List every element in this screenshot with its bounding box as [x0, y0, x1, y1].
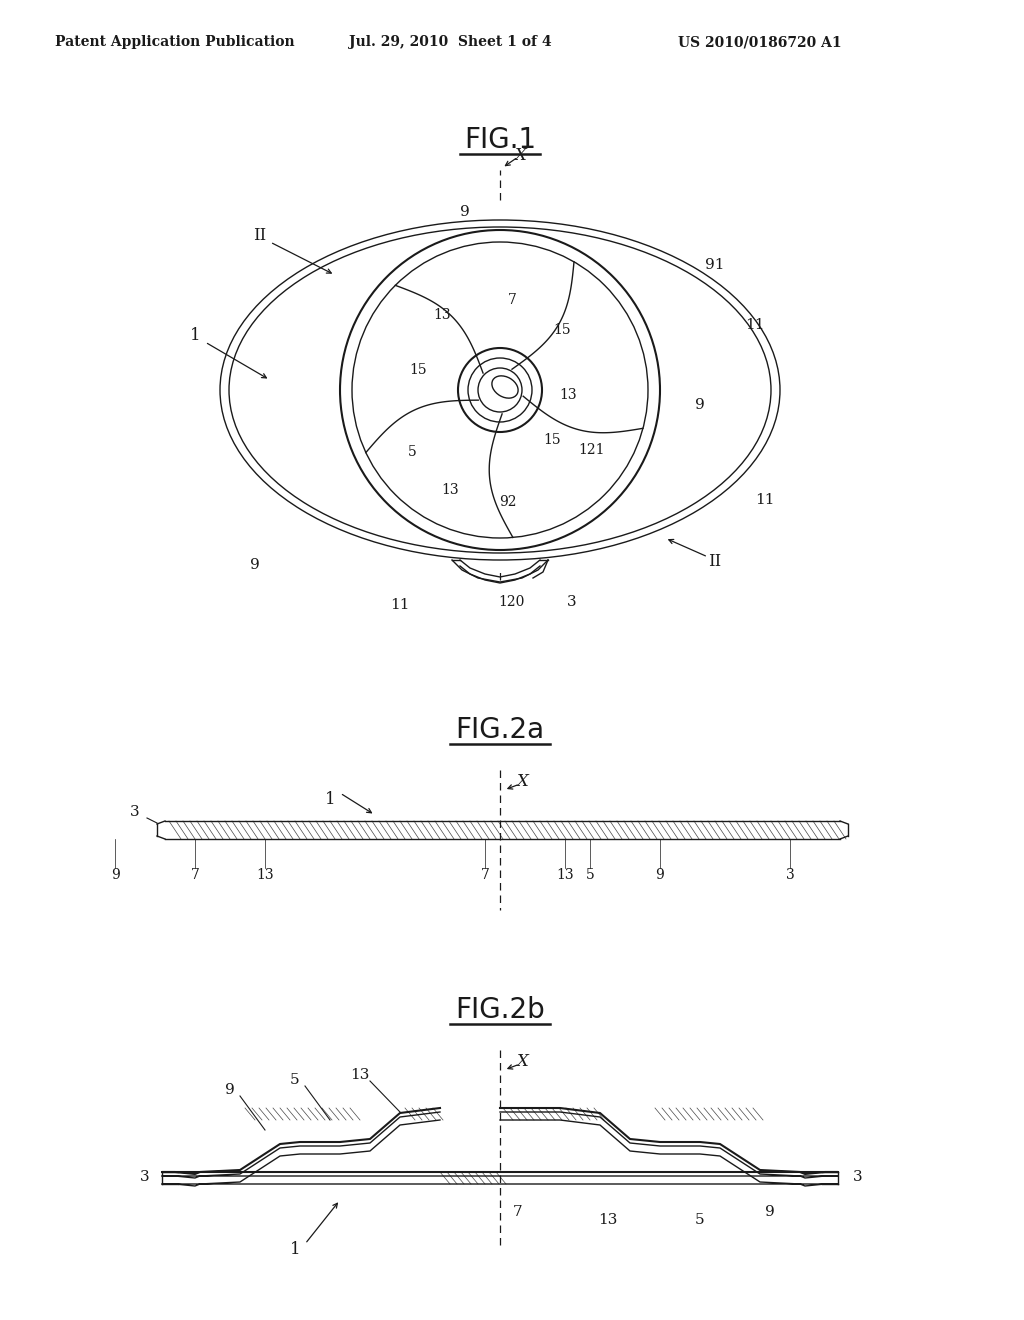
Text: 13: 13 — [559, 388, 577, 403]
Text: 9: 9 — [250, 558, 260, 572]
Text: 1: 1 — [325, 792, 335, 808]
Text: 91: 91 — [706, 257, 725, 272]
Text: 3: 3 — [853, 1170, 863, 1184]
Text: 13: 13 — [441, 483, 459, 498]
Text: 7: 7 — [508, 293, 516, 308]
Text: Patent Application Publication: Patent Application Publication — [55, 36, 295, 49]
Text: 9: 9 — [111, 869, 120, 882]
Text: 9: 9 — [225, 1082, 234, 1097]
Text: US 2010/0186720 A1: US 2010/0186720 A1 — [678, 36, 842, 49]
Text: X: X — [514, 147, 526, 164]
Text: 1: 1 — [189, 326, 201, 343]
Text: 5: 5 — [586, 869, 594, 882]
Text: 13: 13 — [256, 869, 273, 882]
Text: 11: 11 — [756, 492, 775, 507]
Text: 3: 3 — [130, 805, 140, 818]
Text: 15: 15 — [410, 363, 427, 378]
Text: 7: 7 — [190, 869, 200, 882]
Text: 15: 15 — [553, 323, 570, 337]
Text: X: X — [516, 1053, 528, 1071]
Text: 1: 1 — [290, 1242, 300, 1258]
Text: II: II — [253, 227, 266, 243]
Text: 11: 11 — [390, 598, 410, 612]
Text: 7: 7 — [480, 869, 489, 882]
Text: 9: 9 — [655, 869, 665, 882]
Text: 5: 5 — [290, 1073, 300, 1086]
Text: 7: 7 — [513, 1205, 523, 1218]
Text: 121: 121 — [579, 444, 605, 457]
Text: FIG.2a: FIG.2a — [456, 715, 545, 744]
Text: X: X — [516, 774, 528, 791]
Text: 15: 15 — [543, 433, 561, 447]
Text: 13: 13 — [598, 1213, 617, 1228]
Text: 5: 5 — [408, 445, 417, 459]
Text: 92: 92 — [500, 495, 517, 510]
Text: 120: 120 — [499, 595, 525, 609]
Text: 9: 9 — [460, 205, 470, 219]
Text: 13: 13 — [350, 1068, 370, 1082]
Text: 3: 3 — [140, 1170, 150, 1184]
Text: 3: 3 — [567, 595, 577, 609]
Text: 13: 13 — [433, 308, 451, 322]
Text: 5: 5 — [695, 1213, 705, 1228]
Text: 9: 9 — [695, 399, 705, 412]
Text: II: II — [709, 553, 722, 570]
Text: 13: 13 — [556, 869, 573, 882]
Text: FIG.1: FIG.1 — [464, 125, 536, 154]
Text: Jul. 29, 2010  Sheet 1 of 4: Jul. 29, 2010 Sheet 1 of 4 — [349, 36, 551, 49]
Text: 11: 11 — [745, 318, 765, 333]
Text: 3: 3 — [785, 869, 795, 882]
Text: FIG.2b: FIG.2b — [455, 997, 545, 1024]
Text: 9: 9 — [765, 1205, 775, 1218]
